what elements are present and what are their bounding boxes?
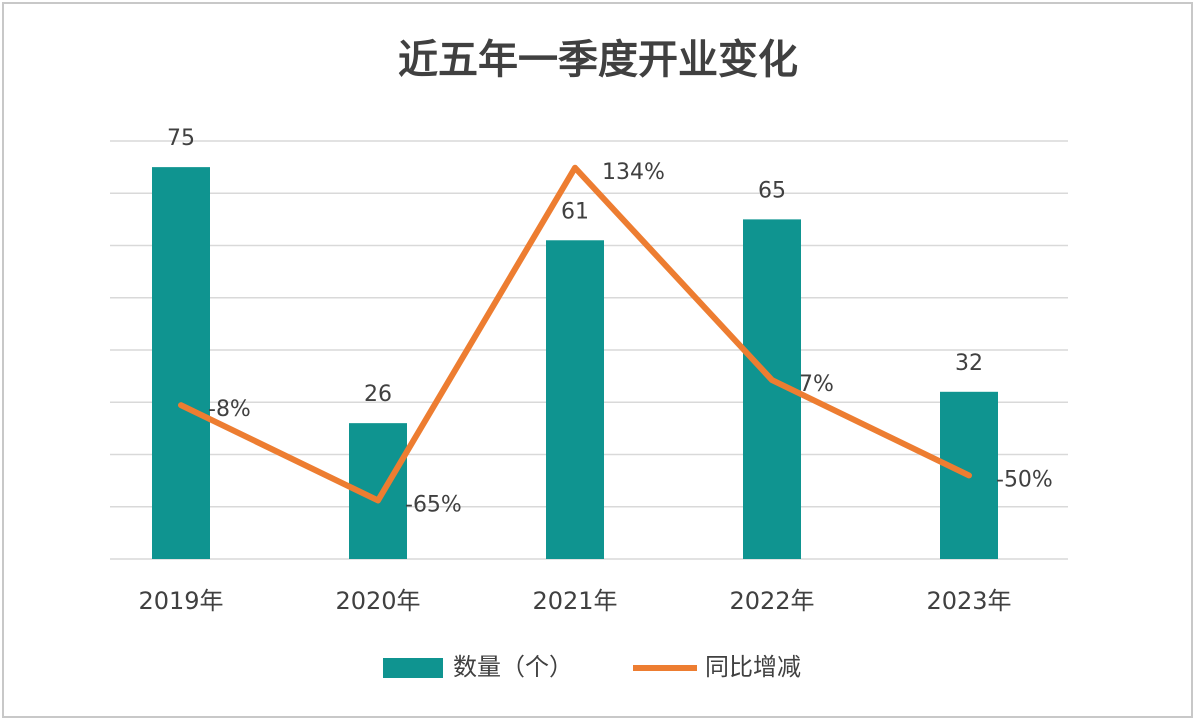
data-label: 61 — [561, 199, 589, 224]
x-tick-label: 2022年 — [729, 587, 814, 615]
bar — [546, 240, 604, 559]
legend-label: 同比增减 — [705, 653, 801, 681]
data-label: -65% — [405, 492, 462, 517]
chart-title: 近五年一季度开业变化 — [398, 37, 798, 83]
data-label: 134% — [602, 160, 665, 185]
x-tick-label: 2020年 — [335, 587, 420, 615]
data-label: 75 — [167, 126, 195, 151]
data-label: 26 — [364, 382, 392, 407]
x-tick-label: 2019年 — [138, 587, 223, 615]
x-tick-label: 2021年 — [532, 587, 617, 615]
data-label: -50% — [996, 467, 1053, 492]
legend-label: 数量（个） — [453, 653, 573, 681]
data-label: 7% — [799, 372, 834, 397]
line — [178, 164, 972, 504]
data-label: 32 — [955, 351, 983, 376]
data-label: -8% — [208, 397, 251, 422]
x-tick-label: 2023年 — [926, 587, 1011, 615]
data-label: 65 — [758, 178, 786, 203]
legend-swatch — [383, 658, 443, 678]
bar — [152, 167, 210, 559]
